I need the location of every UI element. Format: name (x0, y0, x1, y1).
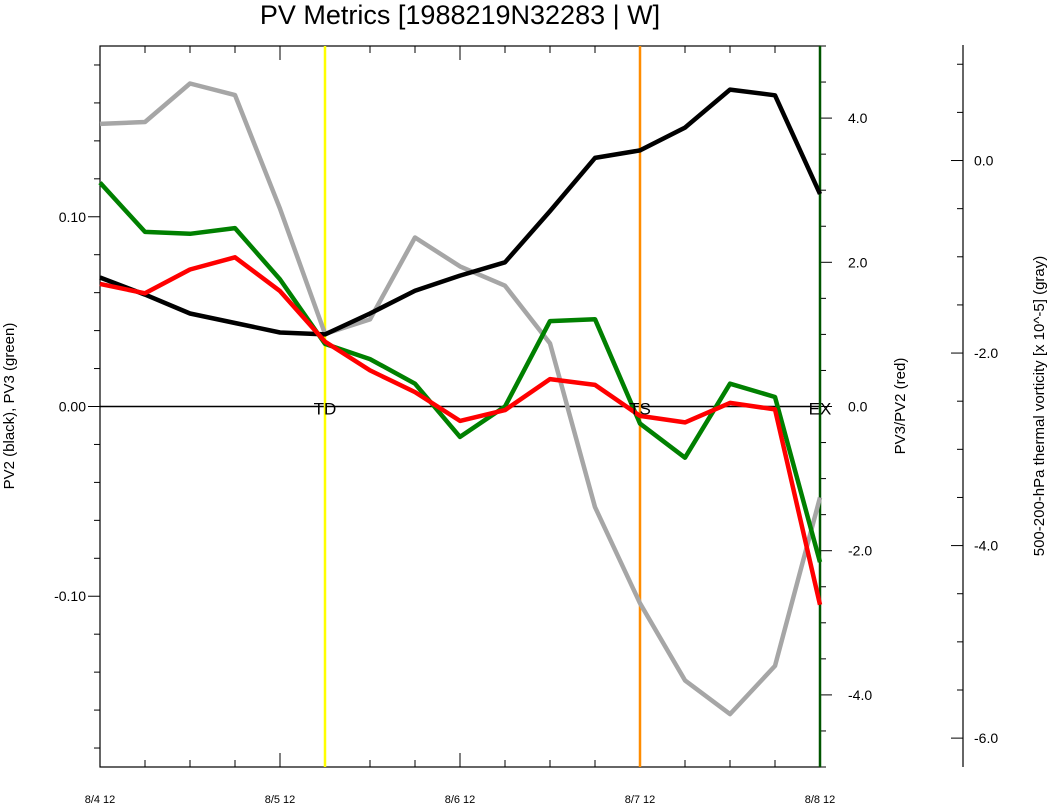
x-tick-label: 8/8 12 (805, 794, 836, 805)
far-right-tick-label: -4.0 (974, 538, 998, 554)
event-label-ts: TS (629, 400, 651, 419)
pv3-pv2-ratio-red-line (99, 255, 823, 606)
pv2-black-line (99, 87, 823, 337)
far-right-tick-label: -2.0 (974, 345, 998, 361)
left-tick-label: -0.10 (54, 588, 86, 604)
right-axis-label: PV3/PV2 (red) (892, 358, 909, 455)
event-label-ex: EX (809, 400, 832, 419)
far-right-tick-label: 0.0 (974, 153, 994, 169)
chart-title: PV Metrics [1988219N32283 | W] (260, 0, 660, 30)
x-tick-label: 8/6 12 (445, 794, 476, 805)
right-tick-label: 2.0 (848, 254, 868, 270)
event-label-td: TD (314, 400, 337, 419)
x-tick-label: 8/5 12 (265, 794, 296, 805)
left-axis-label: PV2 (black), PV3 (green) (1, 323, 18, 490)
right-tick-label: 4.0 (848, 110, 868, 126)
thermal-vorticity-gray-line (99, 81, 823, 717)
far-right-axis-label: 500-200-hPa thermal vorticity [x 10^-5] … (1031, 256, 1048, 557)
right-tick-label: -4.0 (848, 687, 872, 703)
right-tick-label: -2.0 (848, 543, 872, 559)
left-tick-label: 0.10 (59, 209, 86, 225)
pv3-green-line (98, 181, 823, 563)
right-tick-label: 0.0 (848, 399, 868, 415)
far-right-tick-label: -6.0 (974, 730, 998, 746)
x-tick-label: 8/4 12 (85, 794, 116, 805)
x-tick-label: 8/7 12 (625, 794, 656, 805)
left-tick-label: 0.00 (59, 399, 86, 415)
